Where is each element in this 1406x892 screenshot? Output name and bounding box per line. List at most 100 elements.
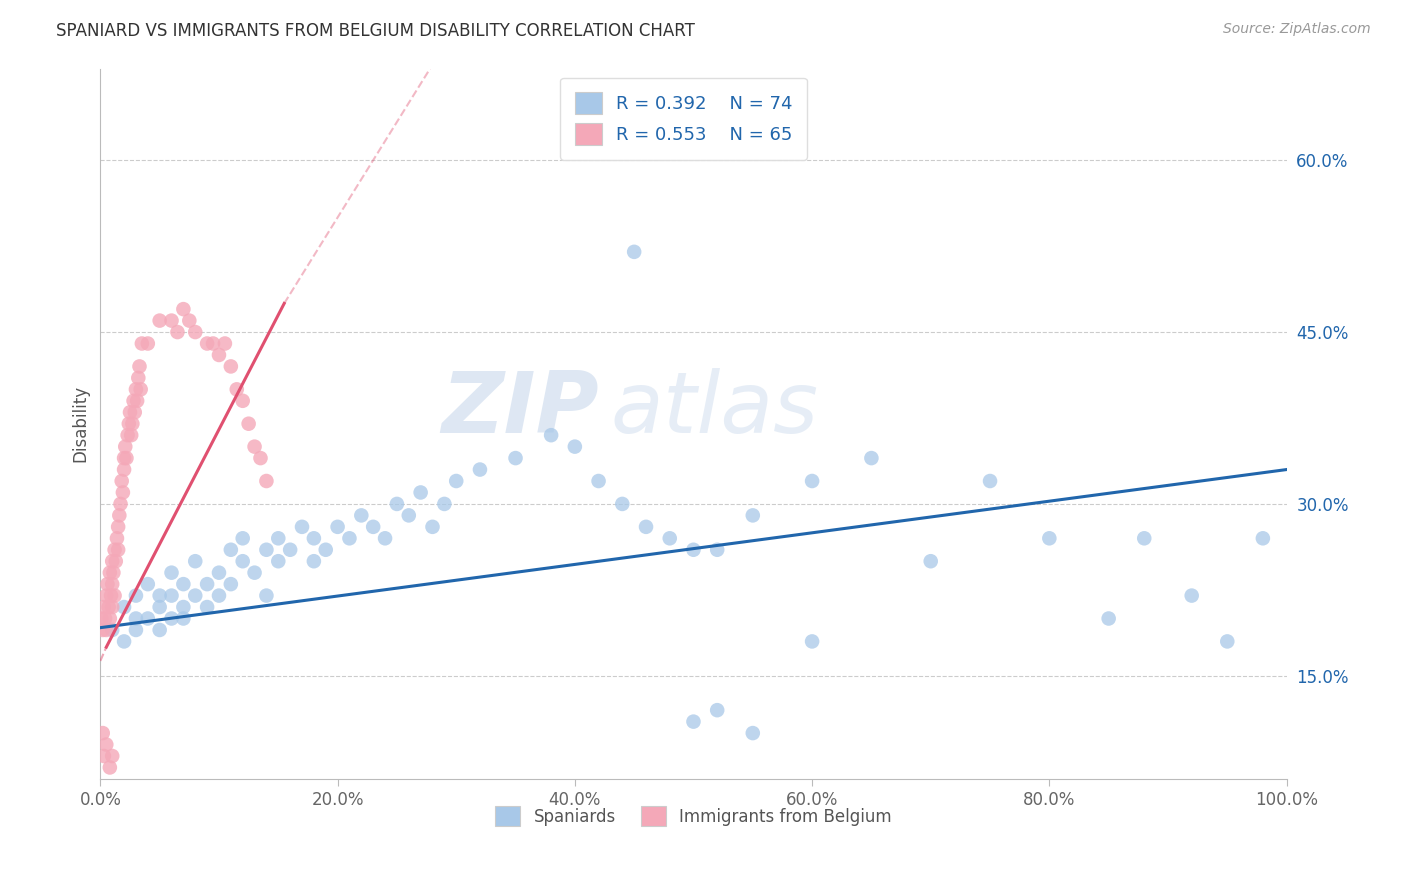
Point [111, 474, 134, 488]
Point [172, 611, 194, 625]
Point [184, 554, 207, 568]
Point [101, 554, 124, 568]
Point [160, 611, 183, 625]
Point [219, 542, 242, 557]
Point [96, 623, 118, 637]
Point [96, 589, 118, 603]
Point [136, 336, 159, 351]
Text: SPANIARD VS IMMIGRANTS FROM BELGIUM DISABILITY CORRELATION CHART: SPANIARD VS IMMIGRANTS FROM BELGIUM DISA… [56, 22, 695, 40]
Point [195, 600, 218, 615]
Point [291, 520, 314, 534]
Point [302, 531, 325, 545]
Point [172, 577, 194, 591]
Point [208, 589, 231, 603]
Point [90, 611, 112, 625]
Point [100, 589, 122, 603]
Point [127, 371, 149, 385]
Point [104, 554, 127, 568]
Point [96, 738, 118, 752]
Point [94, 611, 117, 625]
Point [172, 302, 194, 317]
Point [101, 749, 124, 764]
Point [98, 611, 121, 625]
Point [149, 313, 172, 327]
Point [107, 542, 129, 557]
Point [658, 531, 681, 545]
Point [125, 589, 148, 603]
Point [136, 577, 159, 591]
Text: ZIP: ZIP [441, 368, 599, 451]
Point [112, 600, 135, 615]
Point [243, 566, 266, 580]
Point [1098, 611, 1121, 625]
Point [706, 542, 728, 557]
Point [93, 749, 115, 764]
Point [243, 440, 266, 454]
Point [112, 634, 135, 648]
Point [125, 623, 148, 637]
Point [96, 577, 118, 591]
Point [979, 474, 1001, 488]
Text: atlas: atlas [610, 368, 818, 451]
Point [179, 313, 201, 327]
Point [208, 348, 231, 362]
Y-axis label: Disability: Disability [72, 385, 89, 462]
Point [706, 703, 728, 717]
Point [588, 474, 610, 488]
Point [254, 474, 277, 488]
Point [124, 405, 146, 419]
Point [97, 600, 120, 615]
Point [254, 542, 277, 557]
Point [131, 336, 153, 351]
Point [1251, 531, 1274, 545]
Point [468, 462, 491, 476]
Point [920, 554, 942, 568]
Point [1133, 531, 1156, 545]
Point [1181, 589, 1204, 603]
Point [444, 474, 467, 488]
Point [1038, 531, 1060, 545]
Point [128, 359, 150, 374]
Point [120, 428, 142, 442]
Point [208, 566, 231, 580]
Point [121, 417, 143, 431]
Point [195, 336, 218, 351]
Point [149, 623, 172, 637]
Point [101, 623, 124, 637]
Point [195, 577, 218, 591]
Point [302, 554, 325, 568]
Point [1216, 634, 1239, 648]
Point [166, 325, 188, 339]
Point [505, 451, 527, 466]
Point [101, 577, 124, 591]
Point [278, 542, 301, 557]
Point [118, 405, 141, 419]
Point [267, 554, 290, 568]
Point [202, 336, 225, 351]
Point [103, 566, 125, 580]
Point [114, 440, 136, 454]
Point [219, 359, 242, 374]
Point [682, 542, 704, 557]
Point [103, 589, 125, 603]
Point [91, 726, 114, 740]
Point [91, 623, 114, 637]
Point [125, 382, 148, 396]
Point [612, 497, 634, 511]
Point [112, 462, 135, 476]
Point [623, 244, 645, 259]
Point [254, 589, 277, 603]
Point [117, 428, 139, 442]
Point [149, 600, 172, 615]
Point [98, 760, 121, 774]
Point [540, 428, 562, 442]
Point [214, 336, 236, 351]
Point [93, 600, 115, 615]
Point [160, 589, 183, 603]
Point [249, 451, 271, 466]
Point [801, 634, 824, 648]
Point [315, 542, 337, 557]
Point [225, 382, 247, 396]
Point [374, 531, 396, 545]
Point [108, 508, 131, 523]
